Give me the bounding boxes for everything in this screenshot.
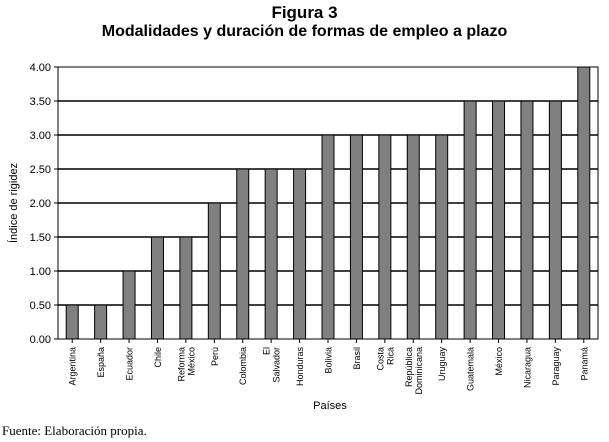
x-tick-label: Argentina [68, 347, 78, 386]
y-tick-label: 2.00 [30, 198, 51, 210]
x-tick-label: Bolivia [324, 347, 334, 374]
svg-text:Perú: Perú [210, 347, 220, 366]
chart-subtitle: Modalidades y duración de formas de empl… [101, 23, 508, 40]
bar [406, 134, 420, 340]
svg-text:Ecuador: Ecuador [125, 347, 135, 381]
x-tick-label: Paraguay [551, 347, 561, 386]
x-tick-label: Brasil [352, 347, 362, 370]
source-note: Fuente: Elaboración propia. [2, 423, 147, 438]
y-tick-label: 3.00 [30, 130, 51, 142]
bar [122, 270, 136, 340]
bar [492, 100, 506, 340]
svg-text:Bolivia: Bolivia [324, 347, 334, 374]
svg-text:CostaRica: CostaRica [375, 347, 395, 371]
bar [577, 66, 591, 340]
bar [94, 304, 108, 340]
bar [321, 134, 335, 340]
bar [179, 236, 193, 340]
x-tick-label: RepúblicaDominicana [404, 347, 424, 395]
svg-text:Honduras: Honduras [295, 347, 305, 387]
bar-chart: 0.00 0.50 1.00 1.50 2.00 2.50 3.00 3.50 4.00 Arg… [7, 62, 599, 412]
bar [435, 134, 449, 340]
x-tick-label: ElSalvador [262, 347, 282, 383]
svg-text:Nicaragua: Nicaragua [522, 347, 532, 388]
y-tick-label: 3.50 [30, 96, 51, 108]
x-tick-label: ReformaMéxico [176, 347, 196, 382]
bar [264, 168, 278, 340]
y-tick-label: 0.50 [30, 300, 51, 312]
y-tick-label: 2.50 [30, 164, 51, 176]
x-axis-title: Países [313, 400, 347, 412]
svg-text:Paraguay: Paraguay [551, 347, 561, 386]
svg-text:ElSalvador: ElSalvador [262, 347, 282, 383]
y-tick-label: 1.00 [30, 266, 51, 278]
svg-text:México: México [494, 347, 504, 376]
bar [548, 100, 562, 340]
x-tick-label: Chile [153, 347, 163, 368]
svg-text:Guatemala: Guatemala [466, 347, 476, 391]
svg-text:España: España [96, 347, 106, 378]
bar [378, 134, 392, 340]
svg-text:Argentina: Argentina [68, 347, 78, 386]
svg-text:Uruguay: Uruguay [437, 347, 447, 382]
bar [236, 168, 250, 340]
y-tick-label: 4.00 [30, 62, 51, 74]
x-tick-label: Guatemala [466, 347, 476, 391]
y-tick-label: 1.50 [30, 232, 51, 244]
x-tick-label: Uruguay [437, 347, 447, 382]
y-axis-ticks: 0.00 0.50 1.00 1.50 2.00 2.50 3.00 3.50 4.00 [30, 62, 58, 346]
bar [65, 304, 79, 340]
y-tick-label: 0.00 [30, 334, 51, 346]
bar [293, 168, 307, 340]
chart-title: Figura 3 [271, 3, 338, 22]
svg-text:Chile: Chile [153, 347, 163, 368]
x-tick-label: CostaRica [375, 347, 395, 371]
bar [207, 202, 221, 340]
bar [520, 100, 534, 340]
x-tick-label: Nicaragua [522, 347, 532, 388]
x-axis-tick-labels: Argentina España Ecuador Chile ReformaMéxico… [68, 339, 589, 395]
svg-text:Brasil: Brasil [352, 347, 362, 370]
bar [150, 236, 164, 340]
x-tick-label: Honduras [295, 347, 305, 387]
svg-text:Panamá: Panamá [579, 347, 589, 381]
x-tick-label: España [96, 347, 106, 378]
x-tick-label: México [494, 347, 504, 376]
x-tick-label: Ecuador [125, 347, 135, 381]
x-tick-label: Colombia [238, 347, 248, 385]
svg-text:Colombia: Colombia [238, 347, 248, 385]
svg-text:RepúblicaDominicana: RepúblicaDominicana [404, 347, 424, 395]
svg-text:ReformaMéxico: ReformaMéxico [176, 347, 196, 382]
y-axis-title: Índice de rigidez [7, 163, 20, 243]
x-tick-label: Panamá [579, 347, 589, 381]
x-tick-label: Perú [210, 347, 220, 366]
bar [349, 134, 363, 340]
bar [463, 100, 477, 340]
